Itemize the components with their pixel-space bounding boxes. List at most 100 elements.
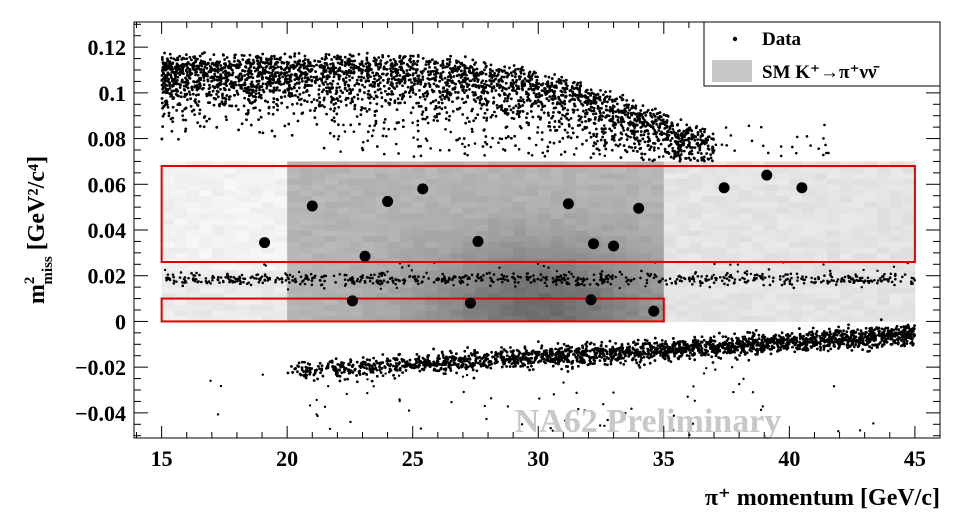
heatmap-cell	[450, 235, 464, 242]
heatmap-cell	[839, 287, 853, 294]
heatmap-cell	[475, 247, 489, 254]
data-point	[351, 59, 354, 63]
data-point	[177, 67, 181, 71]
data-point	[597, 148, 601, 152]
data-point	[571, 81, 575, 85]
heatmap-cell	[726, 241, 740, 248]
heatmap-cell	[726, 252, 740, 260]
data-point	[665, 119, 669, 122]
heatmap-cell	[626, 270, 640, 277]
heatmap-cell	[174, 224, 188, 231]
data-point	[589, 156, 593, 160]
data-point	[470, 130, 474, 134]
data-point	[657, 155, 661, 159]
heatmap-cell	[852, 230, 866, 237]
heatmap-cell	[889, 241, 903, 248]
data-point	[363, 107, 367, 110]
data-point	[528, 82, 532, 86]
heatmap-cell	[688, 252, 702, 260]
heatmap-cell	[701, 264, 715, 271]
heatmap-cell	[186, 167, 200, 174]
heatmap-cell	[437, 172, 451, 180]
data-point	[172, 96, 176, 100]
data-point	[707, 135, 711, 139]
data-point	[185, 80, 189, 84]
heatmap-cell	[312, 184, 326, 191]
data-point	[207, 70, 211, 74]
heatmap-cell	[349, 281, 363, 288]
heatmap-cell	[626, 310, 640, 317]
heatmap-cell	[161, 201, 175, 208]
data-point	[206, 78, 210, 82]
data-point	[796, 279, 799, 282]
heatmap-cell	[400, 167, 414, 174]
heatmap-cell	[425, 207, 439, 214]
heatmap-cell	[425, 287, 439, 294]
data-point	[574, 94, 578, 98]
heatmap-cell	[864, 310, 878, 317]
heatmap-cell	[387, 224, 401, 231]
heatmap-cell	[638, 178, 652, 185]
data-point	[337, 75, 341, 79]
data-point	[552, 141, 556, 145]
data-point	[448, 57, 452, 61]
data-point	[570, 97, 574, 101]
data-point	[590, 105, 594, 109]
heatmap-cell	[249, 241, 263, 248]
data-point	[444, 117, 448, 121]
heatmap-cell	[488, 218, 502, 225]
heatmap-cell	[827, 270, 841, 277]
heatmap-cell	[701, 270, 715, 277]
data-point	[602, 124, 606, 127]
data-point	[344, 70, 347, 74]
heatmap-cell	[852, 270, 866, 277]
data-point	[375, 102, 379, 106]
heatmap-cell	[538, 270, 552, 277]
heatmap-cell	[387, 241, 401, 248]
heatmap-cell	[525, 201, 539, 208]
data-point	[430, 88, 434, 92]
data-point	[332, 116, 336, 120]
heatmap-cell	[324, 172, 338, 180]
heatmap-cell	[375, 247, 389, 254]
data-point	[225, 84, 228, 88]
data-point	[320, 77, 323, 81]
heatmap-cell	[776, 195, 790, 202]
heatmap-cell	[161, 218, 175, 225]
heatmap-cell	[362, 167, 376, 174]
heatmap-cell	[375, 172, 389, 180]
heatmap-cell	[488, 264, 502, 271]
data-point	[272, 67, 276, 71]
heatmap-cell	[789, 252, 803, 260]
data-point	[356, 93, 360, 97]
heatmap-cell	[638, 241, 652, 248]
heatmap-cell	[437, 315, 451, 322]
heatmap-cell	[839, 190, 853, 197]
heatmap-cell	[739, 201, 753, 208]
data-point	[495, 74, 499, 78]
data-point	[272, 54, 276, 58]
data-point	[662, 122, 665, 125]
data-point	[594, 127, 598, 131]
data-point	[483, 86, 487, 89]
data-point	[182, 84, 186, 88]
data-point	[598, 109, 602, 113]
data-point	[471, 58, 475, 62]
data-point	[258, 63, 262, 67]
data-point	[611, 100, 615, 103]
data-point	[455, 59, 458, 63]
data-point	[557, 77, 561, 81]
data-point	[633, 126, 637, 130]
data-point	[594, 93, 598, 97]
data-point	[655, 135, 659, 139]
data-point	[181, 118, 185, 122]
heatmap-cell	[236, 190, 251, 197]
heatmap-cell	[839, 195, 853, 202]
heatmap-cell	[550, 218, 564, 225]
data-point	[160, 83, 164, 87]
data-point	[227, 97, 231, 101]
data-point	[565, 84, 569, 88]
data-point	[203, 115, 207, 118]
data-point	[596, 104, 600, 108]
data-point	[426, 92, 430, 96]
